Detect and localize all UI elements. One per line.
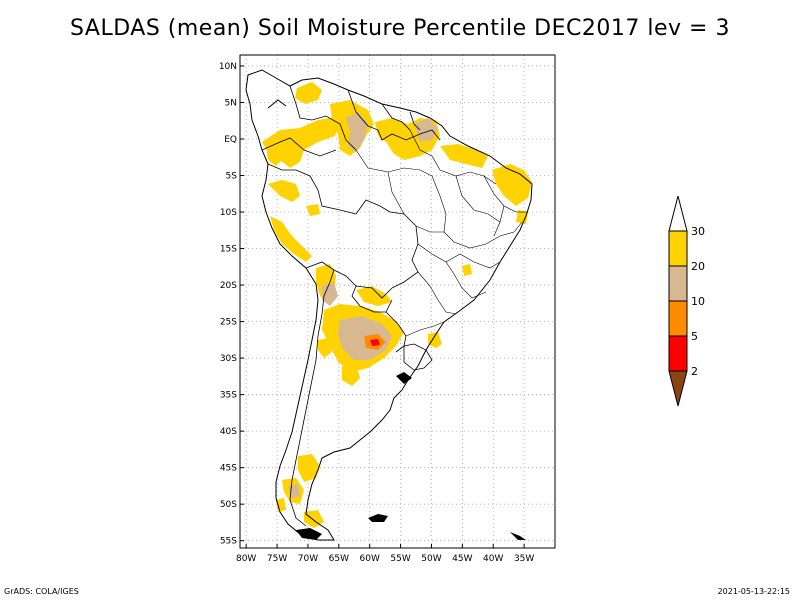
footer-timestamp: 2021-05-13-22:15	[717, 587, 790, 596]
coastline	[245, 69, 533, 541]
state-border	[415, 225, 444, 233]
patch-yellow	[516, 210, 528, 224]
patch-yellow	[268, 180, 300, 202]
patch-tan	[414, 118, 438, 142]
patch-yellow	[356, 286, 392, 306]
patch-yellow	[306, 204, 320, 216]
color-legend: 30 20 10 5 2	[668, 195, 705, 407]
lat-tick-label: 10S	[220, 208, 237, 218]
border	[409, 111, 421, 131]
legend-box-10-20	[668, 265, 688, 302]
lat-tick-label: 40S	[220, 427, 237, 437]
border	[321, 269, 335, 315]
state-border	[355, 149, 433, 177]
border	[267, 163, 357, 215]
state-border	[387, 171, 405, 215]
footer-credit: GrADS: COLA/IGES	[4, 587, 79, 596]
border	[403, 343, 433, 371]
border	[347, 89, 441, 141]
legend-arrow-bottom	[668, 370, 688, 407]
patch-yellow	[266, 146, 282, 166]
patch-yellow	[298, 454, 320, 482]
state-border	[417, 271, 457, 315]
lon-tick-label: 75W	[267, 554, 287, 564]
latitude-axis: 10N 5N EQ 5S 10S 15S 20S 25S 30S 35S 40S 45S 50S 55S	[219, 62, 244, 547]
lat-tick-label: 5N	[225, 98, 237, 108]
patch-tan	[322, 282, 338, 306]
lat-tick-label: EQ	[224, 135, 237, 145]
patch-yellow	[342, 364, 360, 386]
south-america-outline	[245, 69, 533, 541]
coastline	[267, 99, 287, 109]
patch-yellow	[262, 118, 340, 168]
lat-tick-label: 30S	[220, 354, 237, 364]
lon-tick-label: 60W	[360, 554, 380, 564]
state-border	[431, 175, 523, 249]
state-border	[405, 321, 445, 337]
lat-tick-label: 45S	[220, 464, 237, 474]
lat-tick-label: 55S	[220, 537, 237, 547]
legend-label: 10	[691, 295, 705, 308]
border	[355, 199, 419, 289]
legend-box-5-10	[668, 300, 688, 337]
patch-yellow	[440, 144, 488, 168]
lon-tick-label: 45W	[452, 554, 472, 564]
state-border	[409, 129, 497, 185]
state-border	[455, 175, 501, 223]
patch-yellow	[318, 338, 332, 358]
patch-yellow	[428, 332, 442, 348]
lon-tick-label: 50W	[421, 554, 441, 564]
map-frame	[239, 54, 556, 549]
legend-label: 5	[691, 330, 698, 343]
lon-tick-label: 65W	[329, 554, 349, 564]
lon-tick-label: 70W	[298, 554, 318, 564]
legend-box-2-5	[668, 335, 688, 372]
patch-yellow	[295, 82, 322, 104]
lon-tick-label: 40W	[483, 554, 503, 564]
islands	[296, 372, 526, 540]
border	[381, 103, 411, 131]
state-border	[445, 253, 501, 269]
falkland-islands	[368, 514, 388, 522]
border	[305, 261, 393, 299]
soil-moisture-shading	[262, 82, 532, 528]
legend-label: 20	[691, 260, 705, 273]
lon-tick-label: 80W	[236, 554, 256, 564]
legend-box-20-30	[668, 230, 688, 267]
legend-arrow-top	[668, 195, 688, 232]
lat-tick-label: 5S	[226, 172, 238, 182]
south-georgia	[510, 532, 526, 540]
lat-tick-label: 20S	[220, 281, 237, 291]
longitude-axis: 80W 75W 70W 65W 60W 55W 50W 45W 40W 35W	[236, 544, 534, 564]
patch-yellow	[492, 164, 532, 206]
legend-label: 2	[691, 365, 698, 378]
lat-tick-label: 10N	[219, 62, 237, 72]
lat-tick-label: 25S	[220, 318, 237, 328]
patch-tan	[346, 112, 368, 152]
legend-label: 30	[691, 225, 705, 238]
lon-tick-label: 55W	[390, 554, 410, 564]
lat-tick-label: 15S	[220, 245, 237, 255]
lat-tick-label: 50S	[220, 500, 237, 510]
border	[289, 85, 357, 151]
patch-yellow	[462, 264, 472, 276]
border	[289, 313, 323, 527]
map-title: SALDAS (mean) Soil Moisture Percentile D…	[70, 16, 730, 41]
patch-yellow	[270, 216, 312, 262]
lat-tick-label: 35S	[220, 391, 237, 401]
border	[261, 137, 337, 157]
patch-red	[370, 339, 380, 346]
tierra-del-fuego	[296, 528, 322, 540]
country-borders	[261, 85, 528, 527]
border	[351, 285, 393, 313]
lagoon	[396, 372, 412, 384]
lon-tick-label: 35W	[514, 554, 534, 564]
state-border	[417, 243, 487, 299]
